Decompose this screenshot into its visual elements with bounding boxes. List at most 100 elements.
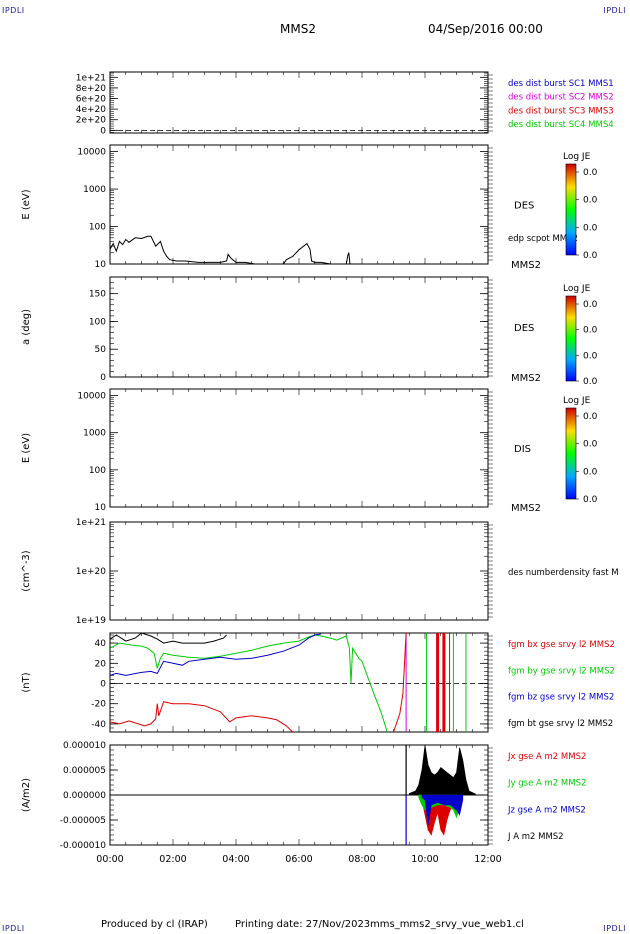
colorbar-tick-label: 0.0 [583,467,598,477]
legend-entry: des dist burst SC4 MMS4 [508,120,614,130]
x-tick-label: 06:00 [285,854,312,865]
legend-entry: Jx gse A m2 MMS2 [507,752,586,762]
panel-frame [109,388,489,508]
y-tick-label: -20 [91,700,106,710]
y-tick-label: 6e+20 [76,95,107,105]
y-tick-label: 0 [100,373,106,383]
colorbar-tick-label: 0.0 [583,223,598,233]
y-axis-label: (A/m2) [21,778,32,812]
spacecraft-title: MMS2 [280,22,316,36]
footer-printing-date: Printing date: 27/Nov/2023 [235,919,371,930]
y-tick-label: -0.000010 [60,841,106,851]
y-tick-label: 10000 [77,148,106,158]
corner-label-bottom-left: IPDLI [2,924,25,933]
panel-bottom-label: MMS2 [511,373,541,384]
legend-entry: Jy gse A m2 MMS2 [507,779,586,789]
colorbar-des_pitch: Log JE 0.0 0.0 0.0 0.0 [563,284,598,387]
panel-side-label: DIS [514,444,531,455]
legend-entry: des dist burst SC1 MMS1 [508,79,614,89]
series-line-fgm-3 [109,701,294,733]
y-tick-label: 1e+21 [76,73,106,83]
y-tick-label: 100 [89,317,106,327]
x-tick-label: 02:00 [159,854,186,865]
colorbar-tick-label: 0.0 [583,412,598,422]
y-tick-label: 1000 [83,429,106,439]
series-area-current_density-0 [409,744,476,796]
colorbar-tick-label: 0.0 [583,251,598,261]
series-label: des numberdensity fast M [508,568,619,578]
y-tick-label: 2e+20 [76,116,107,126]
date-time-title: 04/Sep/2016 00:00 [428,22,543,36]
y-tick-label: 1e+19 [76,616,107,626]
corner-label-top-left: IPDLI [2,6,25,15]
y-tick-label: 10000 [77,392,106,402]
legend-entry: fgm bx gse srvy l2 MMS2 [508,640,615,650]
series-line-fgm-2 [109,633,322,676]
colorbar-dis_energy: Log JE 0.0 0.0 0.0 0.0 [563,396,598,505]
panel-bottom-label: MMS2 [511,260,541,271]
y-tick-label: 40 [95,639,107,649]
series-line-des_energy-0 [109,235,351,265]
y-tick-label: 1e+20 [76,567,107,577]
y-tick-label: 50 [95,345,107,355]
y-tick-label: 10 [95,260,107,270]
legend-entry: des dist burst SC2 MMS2 [508,93,614,103]
colorbar-tick-label: 0.0 [583,440,598,450]
panel-current_density: -0.000010 -0.000005 0.000000 0.000005 0.0000… [21,741,586,865]
x-tick-label: 04:00 [222,854,249,865]
legend-entry: fgm bt gse srvy l2 MMS2 [508,719,613,729]
x-tick-label: 10:00 [411,854,438,865]
panel-side-label: DES [514,201,534,212]
colorbar-tick-label: 0.0 [583,377,598,387]
colorbar-tick-label: 0.0 [583,196,598,206]
y-axis-label: (nT) [21,672,32,692]
legend-entry: Jz gse A m2 MMS2 [507,805,586,815]
panel-density: 1e+19 1e+20 1e+21 (cm^-3) des numberdensity … [21,518,619,626]
y-tick-label: 1000 [83,185,106,195]
series-area-current_density-3 [421,794,464,826]
y-tick-label: 10 [95,503,107,513]
y-tick-label: 0.000005 [63,766,106,776]
x-tick-label: 00:00 [96,854,123,865]
y-tick-label: 0.000010 [63,741,106,751]
y-tick-label: -0.000005 [60,816,106,826]
y-tick-label: -40 [91,720,106,730]
panel-frame [109,521,489,621]
y-axis-label: (cm^-3) [21,550,32,591]
legend-entry: fgm bz gse srvy l2 MMS2 [508,693,614,703]
panel-des_energy: 10 100 1000 10000 E (eV) DES edp scpot MMS2 MMS… [21,144,578,271]
legend-entry: des dist burst SC3 MMS3 [508,106,614,116]
panel-frame [109,632,489,733]
corner-label-top-right: IPDLI [603,6,626,15]
colorbar-tick-label: 0.0 [583,300,598,310]
y-axis-label: E (eV) [21,189,32,219]
legend-entry: fgm by gse srvy l2 MMS2 [508,666,615,676]
panel-des_pitch: 0 50 100 150 a (deg) DES MMS2 [21,276,541,384]
series-line-fgm-4 [393,632,407,733]
y-tick-label: 0 [100,680,106,690]
y-tick-label: 150 [89,290,106,300]
y-tick-label: 4e+20 [76,105,107,115]
colorbar-scale [565,163,577,256]
y-tick-label: 100 [89,466,106,476]
footer-produced-by: Produced by cl (IRAP) [101,919,208,930]
colorbar-tick-label: 0.0 [583,351,598,361]
corner-label-bottom-right: IPDLI [603,924,626,933]
x-tick-label: 08:00 [348,854,375,865]
y-tick-label: 0 [100,126,106,136]
series-label: edp scpot MMS2 [508,234,578,244]
series-line-fgm-1 [109,634,388,733]
colorbar-title: Log JE [563,396,591,406]
panel-fgm: -40 -20 0 20 40 (nT) fgm bx gse srvy l2 MMS2 fg… [21,632,615,733]
x-tick-label: 12:00 [474,854,501,865]
y-tick-label: 0.000000 [63,791,106,801]
panel-frame [109,276,489,378]
colorbar-tick-label: 0.0 [583,326,598,336]
legend-entry: J A m2 MMS2 [507,832,564,842]
colorbar-title: Log JE [563,284,591,294]
panel-side-label: DES [514,323,534,334]
panel-frame [109,71,489,134]
footer-file-name: mms_mms2_srvy_vue_web1.cl [370,919,524,930]
colorbar-scale [565,407,577,500]
